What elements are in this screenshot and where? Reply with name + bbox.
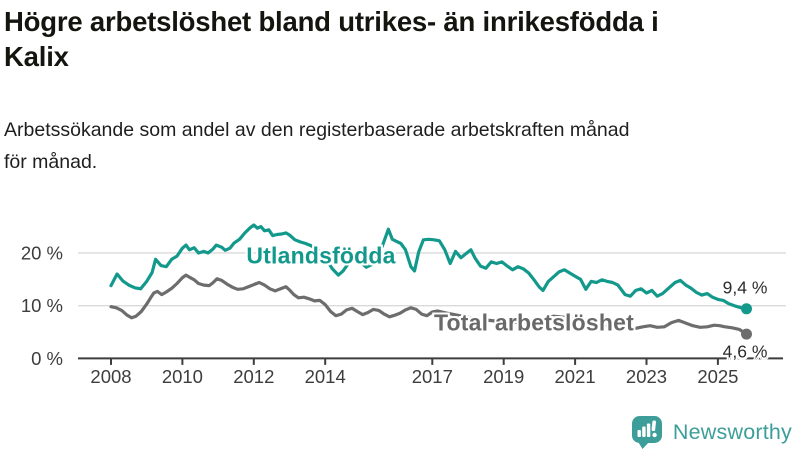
x-tick-label: 2023 [626, 366, 667, 387]
y-tick-label: 0 % [31, 348, 63, 369]
x-tick-label: 2014 [305, 366, 346, 387]
series-end-dot-0 [741, 303, 752, 315]
series-label-total-arbetsloshet: Total arbetslöshet [434, 309, 634, 336]
y-tick-label: 20 % [21, 242, 63, 263]
x-tick-label: 2017 [412, 366, 453, 387]
newsworthy-branding: Newsworthy [630, 414, 792, 450]
chart-subtitle: Arbetssökande som andel av den registerb… [4, 114, 629, 178]
x-tick-label: 2025 [697, 366, 738, 387]
title-line-2: Kalix [4, 41, 69, 72]
subtitle-line-2: för månad. [4, 151, 98, 173]
x-tick-label: 2010 [162, 366, 203, 387]
subtitle-line-1: Arbetssökande som andel av den registerb… [4, 119, 630, 141]
y-tick-label: 10 % [21, 295, 63, 316]
x-tick-label: 2012 [233, 366, 274, 387]
x-tick-label: 2021 [555, 366, 596, 387]
end-value-label-utlandsfodda: 9,4 % [722, 277, 768, 298]
series-label-utlandsfodda: Utlandsfödda [246, 242, 396, 269]
end-value-label-total: 4,6 % [722, 341, 768, 362]
brand-name: Newsworthy [672, 419, 792, 444]
page-title: Högre arbetslöshet bland utrikes- än inr… [4, 4, 659, 74]
x-tick-label: 2019 [483, 366, 524, 387]
newsworthy-logo-icon [631, 416, 662, 449]
series-line-1 [109, 273, 749, 336]
series-line-0 [109, 223, 749, 311]
title-line-1: Högre arbetslöshet bland utrikes- än inr… [4, 6, 659, 37]
x-tick-label: 2008 [90, 366, 131, 387]
series-end-dot-1 [741, 328, 752, 340]
